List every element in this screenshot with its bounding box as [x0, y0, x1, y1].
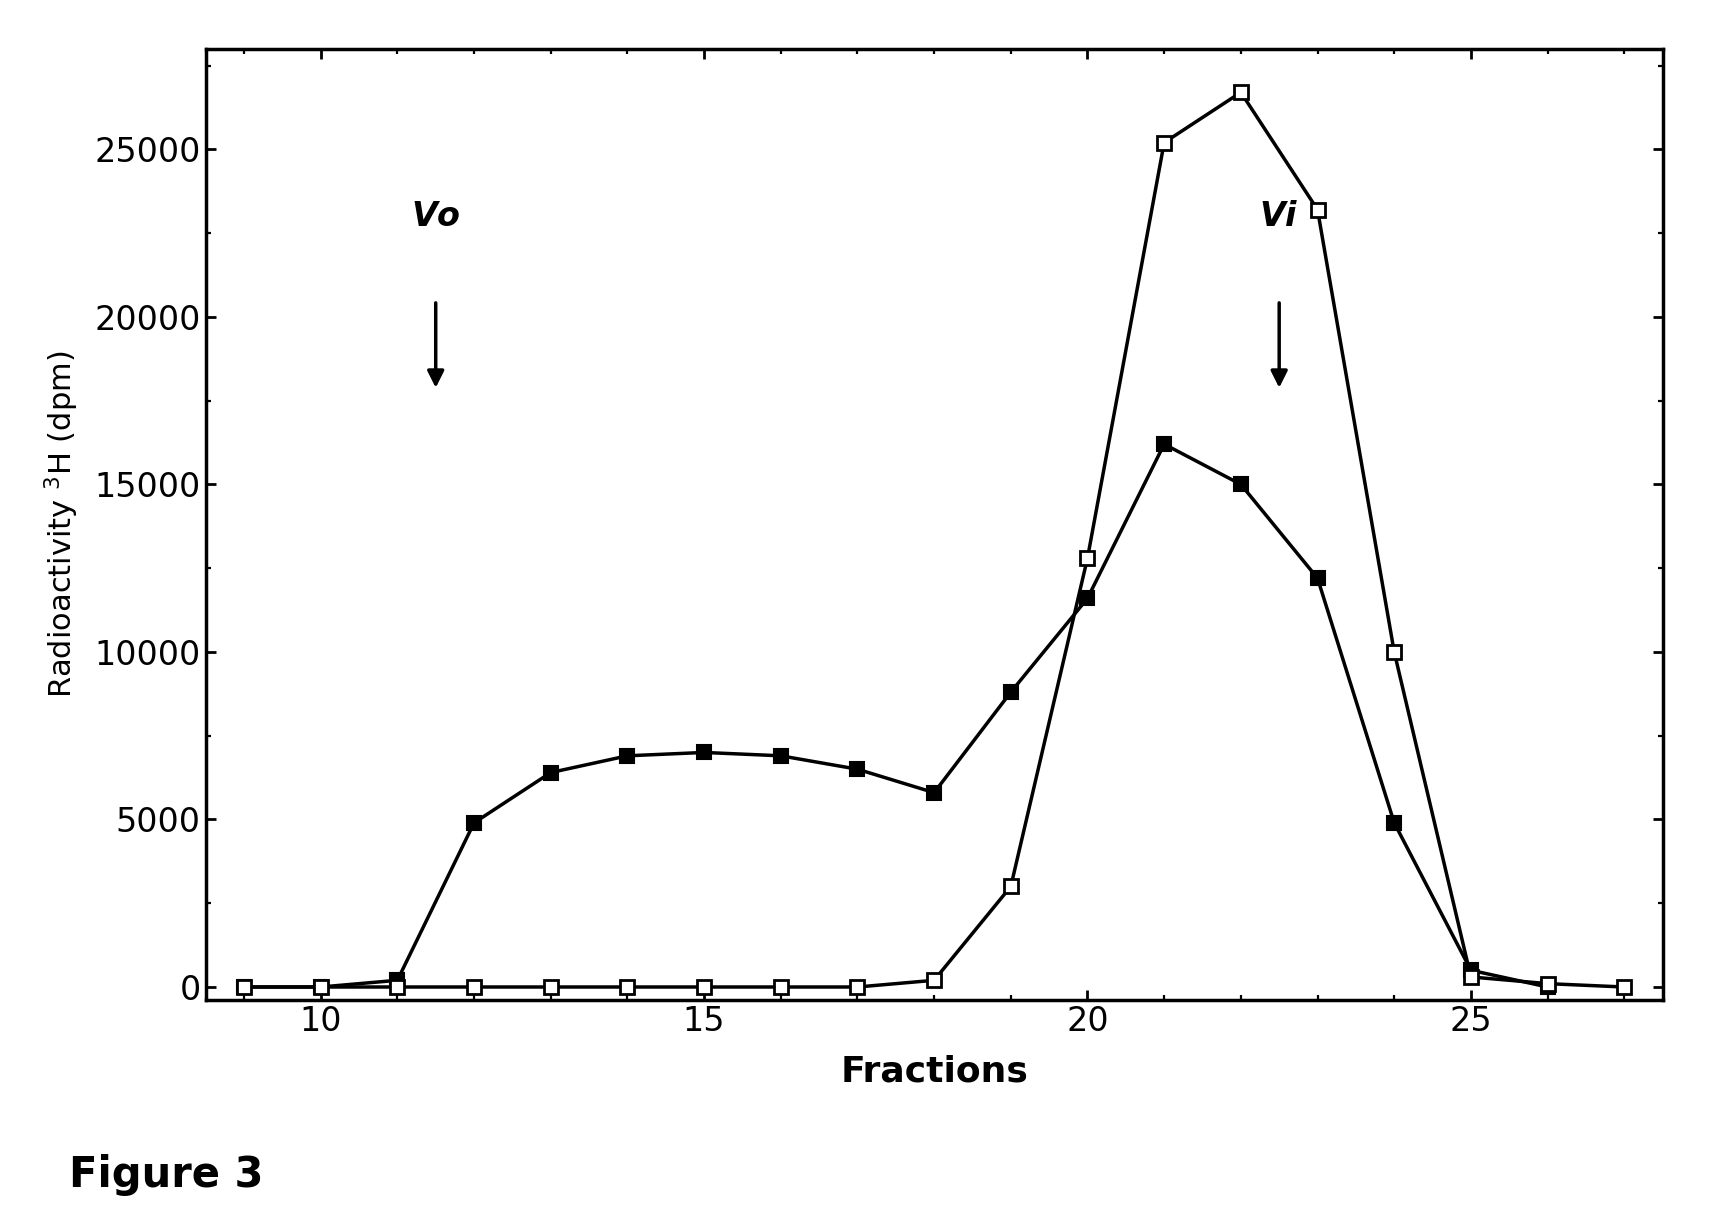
- Text: $\bfit{Vi}$: $\bfit{Vi}$: [1260, 200, 1299, 233]
- Y-axis label: Radioactivity $^{3}$H (dpm): Radioactivity $^{3}$H (dpm): [43, 351, 81, 698]
- X-axis label: Fractions: Fractions: [840, 1055, 1028, 1089]
- Text: Figure 3: Figure 3: [69, 1154, 262, 1196]
- Text: $\bfit{Vo}$: $\bfit{Vo}$: [411, 200, 461, 233]
